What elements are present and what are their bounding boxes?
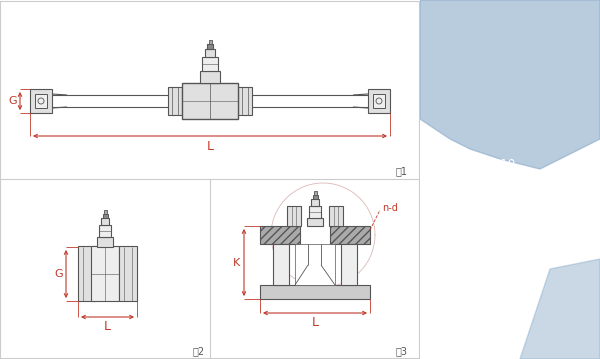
Bar <box>330 226 370 244</box>
Bar <box>30 89 52 113</box>
Text: K: K <box>232 257 239 267</box>
Text: 法兰连接型涡轮流量传感器尺寸图: 法兰连接型涡轮流量传感器尺寸图 <box>428 251 527 261</box>
Bar <box>97 237 113 247</box>
Bar <box>168 87 182 115</box>
Bar <box>309 206 321 218</box>
Bar <box>341 244 357 285</box>
Text: 螺纹连接型涡轮流量传感器尺寸图: 螺纹连接型涡轮流量传感器尺寸图 <box>428 221 527 231</box>
Bar <box>207 44 213 49</box>
Text: 图1: 图1 <box>396 166 408 176</box>
Bar <box>119 246 137 301</box>
Bar <box>307 218 323 226</box>
Bar <box>209 40 212 44</box>
Bar <box>295 244 335 285</box>
Bar <box>101 218 109 225</box>
Text: 图1  DN4～DN10: 图1 DN4～DN10 <box>428 158 515 171</box>
Bar <box>182 83 238 119</box>
Bar <box>260 226 300 244</box>
Bar <box>205 49 215 57</box>
Bar <box>91 246 119 301</box>
Bar <box>368 89 390 113</box>
Text: 螺纹连接型涡轮流量传感器: 螺纹连接型涡轮流量传感器 <box>428 176 508 186</box>
Polygon shape <box>420 0 600 169</box>
Bar <box>99 225 111 237</box>
Polygon shape <box>520 259 600 359</box>
Bar <box>329 206 343 226</box>
Bar <box>103 214 107 218</box>
Bar <box>260 285 370 299</box>
Text: （含直管段部分）尺寸图: （含直管段部分）尺寸图 <box>428 191 501 201</box>
Bar <box>78 246 96 301</box>
Bar <box>104 210 107 214</box>
Text: n-d: n-d <box>382 203 398 213</box>
Text: L: L <box>206 140 214 153</box>
Text: 图3  DN15～DN200: 图3 DN15～DN200 <box>428 234 530 247</box>
Text: 图2  DN15～DN40: 图2 DN15～DN40 <box>428 205 523 218</box>
Bar <box>202 57 218 71</box>
Text: G: G <box>55 269 64 279</box>
Bar <box>238 87 252 115</box>
Bar <box>313 195 317 199</box>
Text: G: G <box>8 96 17 106</box>
Bar <box>273 244 289 285</box>
Bar <box>35 94 47 108</box>
Bar <box>311 199 319 206</box>
Text: L: L <box>311 316 319 328</box>
Text: 图2: 图2 <box>193 346 205 356</box>
Bar <box>287 206 301 226</box>
Bar <box>200 71 220 83</box>
Bar <box>373 94 385 108</box>
Bar <box>314 191 317 195</box>
Text: L: L <box>104 321 111 334</box>
Text: 图3: 图3 <box>396 346 408 356</box>
